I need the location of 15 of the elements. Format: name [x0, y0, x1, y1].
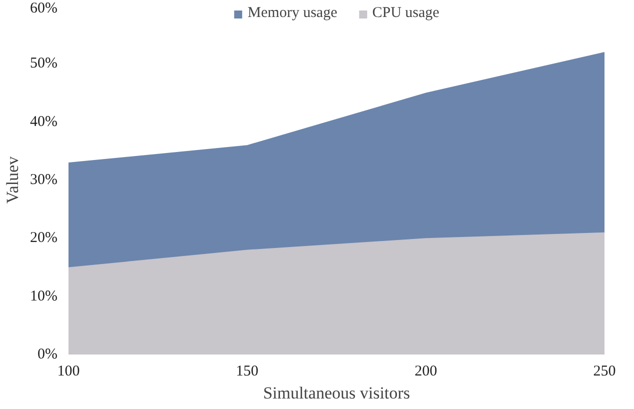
- x-axis-title: Simultaneous visitors: [263, 384, 410, 402]
- x-tick-label: 200: [414, 364, 438, 380]
- x-tick-label: 250: [593, 364, 616, 380]
- legend-label: Memory usage: [248, 5, 338, 22]
- y-tick-label: 20%: [30, 230, 58, 246]
- y-tick-label: 40%: [30, 114, 58, 130]
- y-tick-label: 10%: [30, 288, 58, 304]
- y-tick-label: 50%: [30, 56, 58, 72]
- y-tick-label: 30%: [30, 172, 58, 188]
- y-tick-label: 60%: [30, 0, 58, 16]
- y-tick-label: 0%: [38, 346, 58, 362]
- x-tick-label: 100: [57, 364, 80, 380]
- legend-label: CPU usage: [372, 5, 440, 22]
- x-tick-label: 150: [236, 364, 258, 380]
- y-axis-title: Valuev: [3, 156, 22, 204]
